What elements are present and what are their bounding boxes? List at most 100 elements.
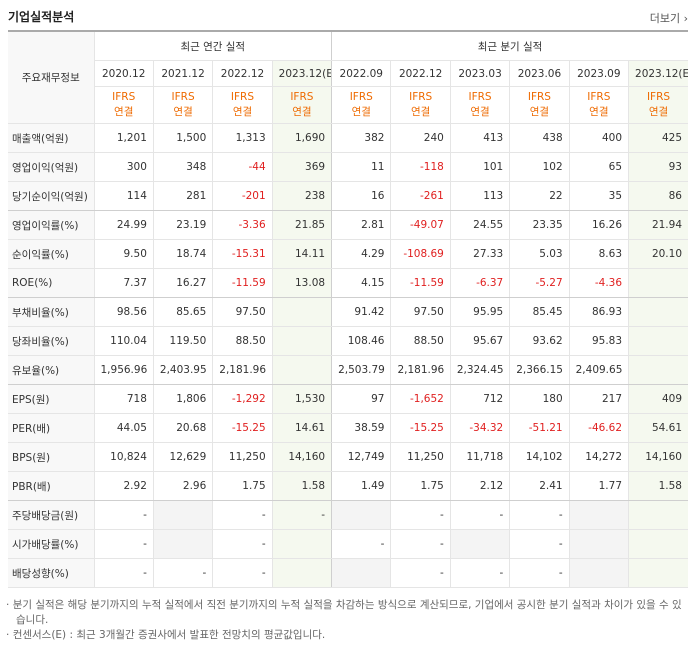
cell: -15.25 — [212, 413, 273, 443]
note: · 분기 실적은 해당 분기까지의 누적 실적에서 직전 분기까지의 누적 실적… — [6, 599, 682, 626]
data-row: PER(배) 44.05 20.68 -15.25 14.61 38.59 -15.25 -3… — [8, 413, 688, 443]
cell: 2.81 — [331, 210, 391, 240]
cell: 22 — [509, 181, 570, 211]
cell: 10,824 — [93, 442, 154, 472]
row-label: 시가배당률(%) — [8, 529, 94, 559]
cell: - — [509, 558, 570, 588]
cell — [628, 355, 688, 385]
standard-header: IFRS 연결 — [331, 86, 391, 124]
cell: 382 — [331, 123, 391, 153]
cell: 4.29 — [331, 239, 391, 269]
cell — [449, 529, 510, 559]
cell: 97.50 — [390, 297, 451, 327]
consolidation-label: 연결 — [351, 106, 371, 118]
cell: 85.65 — [152, 297, 213, 327]
standard-header: IFRS 연결 — [568, 86, 629, 124]
cell: 1.58 — [271, 471, 332, 501]
more-text[interactable]: 더보기 — [649, 12, 681, 25]
cell: 23.19 — [152, 210, 213, 240]
period-header: 2022.09 — [331, 60, 391, 87]
cell: -201 — [212, 181, 273, 211]
cell — [331, 500, 391, 530]
row-label: 영업이익(억원) — [8, 152, 94, 182]
cell: 85.45 — [509, 297, 570, 327]
cell — [568, 500, 629, 530]
cell: 16.27 — [152, 268, 213, 298]
standard-row: IFRS 연결 IFRS 연결 IFRS 연결 IFRS 연결 IFRS 연결 IFRS 연결 IFRS… — [8, 86, 688, 124]
cell: 7.37 — [93, 268, 154, 298]
cell — [628, 268, 688, 298]
cell: 348 — [152, 152, 213, 182]
cell — [271, 326, 332, 356]
standard-header: IFRS 연결 — [271, 86, 332, 124]
standard-header: IFRS 연결 — [509, 86, 570, 124]
row-label: 배당성향(%) — [8, 558, 94, 588]
cell: -4.36 — [568, 268, 629, 298]
data-row: 유보율(%) 1,956.96 2,403.95 2,181.96 2,503.79 2,… — [8, 355, 688, 385]
cell: 2.92 — [93, 471, 154, 501]
cell: - — [449, 558, 510, 588]
cell: 13.08 — [271, 268, 332, 298]
financial-table: 주요재무정보 최근 연간 실적 최근 분기 실적 2020.12 2021.12 2022… — [8, 30, 688, 588]
data-row: ROE(%) 7.37 16.27 -11.59 13.08 4.15 -11.59 -6.3… — [8, 268, 688, 298]
cell: 300 — [93, 152, 154, 182]
cell: 20.10 — [628, 239, 688, 269]
data-row: PBR(배) 2.92 2.96 1.75 1.58 1.49 1.75 2.12 2.41 1.… — [8, 471, 688, 501]
data-row: 영업이익(억원) 300 348 -44 369 11 -118 101 102 65 93 — [8, 152, 688, 182]
cell: - — [509, 500, 570, 530]
cell: -44 — [212, 152, 273, 182]
period-header: 2022.12 — [390, 60, 451, 87]
row-label: ROE(%) — [8, 268, 94, 298]
cell: 21.94 — [628, 210, 688, 240]
period-header: 2021.12 — [152, 60, 213, 87]
cell: 14,160 — [271, 442, 332, 472]
cell: 54.61 — [628, 413, 688, 443]
more-link[interactable]: 더보기 › — [649, 12, 688, 25]
cell: 14,272 — [568, 442, 629, 472]
cell: 11,718 — [449, 442, 510, 472]
cell: 11,250 — [390, 442, 451, 472]
cell — [271, 529, 332, 559]
cell: - — [331, 529, 391, 559]
cell: 11,250 — [212, 442, 273, 472]
cell: 2,366.15 — [509, 355, 570, 385]
cell: 114 — [93, 181, 154, 211]
row-label: 영업이익률(%) — [8, 210, 94, 240]
consolidation-label: 연결 — [410, 106, 431, 118]
cell: 2,181.96 — [390, 355, 451, 385]
cell — [271, 297, 332, 327]
cell: 97 — [331, 384, 391, 414]
cell — [331, 558, 391, 588]
standard-header: IFRS 연결 — [628, 86, 688, 124]
cell: -1,292 — [212, 384, 273, 414]
cell: 35 — [568, 181, 629, 211]
cell: 2,403.95 — [152, 355, 213, 385]
cell: 1.49 — [331, 471, 391, 501]
row-label: 매출액(억원) — [8, 123, 94, 153]
cell: 413 — [449, 123, 510, 153]
consolidation-label: 연결 — [529, 106, 550, 118]
cell: 86.93 — [568, 297, 629, 327]
period-header: 2022.12 — [212, 60, 273, 87]
cell: 88.50 — [212, 326, 273, 356]
cell: 119.50 — [152, 326, 213, 356]
standard-label: IFRS — [646, 91, 671, 103]
standard-label: IFRS — [409, 91, 433, 103]
cell: - — [509, 529, 570, 559]
cell: 12,629 — [152, 442, 213, 472]
row-label: PBR(배) — [8, 471, 94, 501]
cell: 14,160 — [628, 442, 688, 472]
standard-label: IFRS — [290, 91, 314, 103]
cell: 93.62 — [509, 326, 570, 356]
cell — [568, 529, 629, 559]
row-label: 부채비율(%) — [8, 297, 94, 327]
cell: -1,652 — [390, 384, 451, 414]
standard-label: IFRS — [171, 91, 195, 103]
cell: 5.03 — [509, 239, 570, 269]
cell: 24.55 — [449, 210, 510, 240]
period-header: 2023.12(E) — [628, 60, 688, 87]
cell: 1,806 — [152, 384, 213, 414]
period-header: 2023.06 — [509, 60, 570, 87]
consolidation-label: 연결 — [232, 106, 253, 118]
cell — [271, 355, 332, 385]
